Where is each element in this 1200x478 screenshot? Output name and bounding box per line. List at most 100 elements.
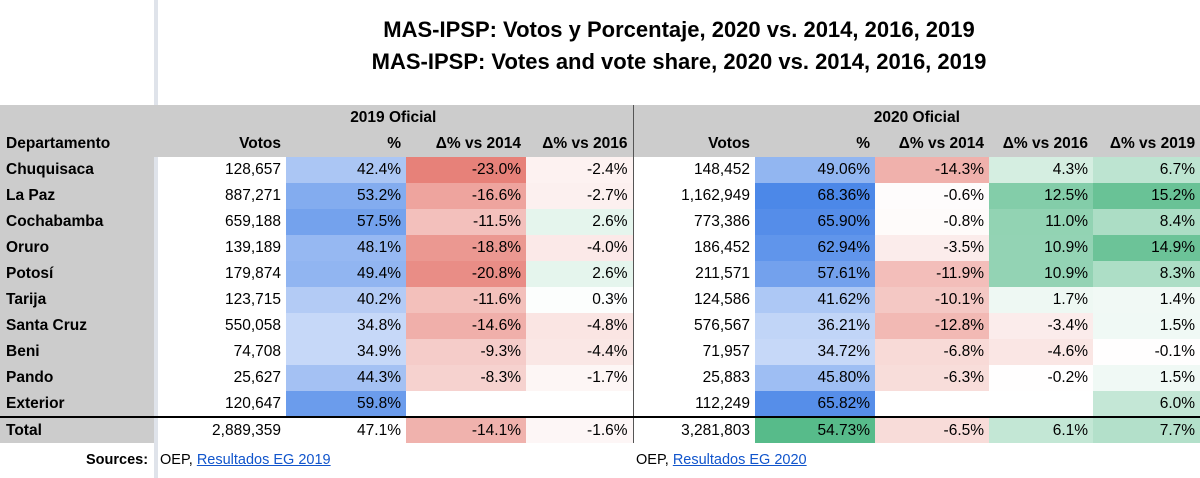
cell-votos-2019: 123,715 — [224, 291, 281, 308]
cell-d2016-2019: -1.6% — [526, 416, 634, 443]
cell-votos-2019: 139,189 — [224, 239, 281, 256]
group-header-blank — [0, 105, 154, 131]
header-votos-2019: Votos — [154, 131, 286, 157]
cell-d2016-2019: -4.8% — [526, 313, 634, 339]
cell-departamento: Exterior — [0, 391, 154, 417]
total-row: Total 2,889,359 47.1% -14.1% -1.6% 3,281,803 5… — [0, 416, 1200, 443]
cell-d2016-2019: -4.0% — [526, 235, 634, 261]
cell-d2019-2020: -0.1% — [1093, 339, 1200, 365]
cell-d2019-2020: 1.5% — [1093, 365, 1200, 391]
frozen-column-divider[interactable] — [154, 0, 158, 478]
cell-d2014-2019: -20.8% — [406, 261, 526, 287]
cell-d2019-2020: 1.5% — [1093, 313, 1200, 339]
cell-departamento: Oruro — [0, 235, 154, 261]
cell-d2014-2019: -14.1% — [406, 416, 526, 443]
cell-pct-2020: 34.72% — [755, 339, 876, 365]
cell-d2014-2020: -12.8% — [875, 313, 990, 339]
header-d2016-2020: Δ% vs 2016 — [989, 131, 1094, 157]
cell-pct-2019: 57.5% — [286, 209, 406, 235]
cell-votos-2019: 128,657 — [224, 161, 281, 178]
cell-votos-2019: 887,271 — [224, 187, 281, 204]
table-row: Santa Cruz 550,058 34.8% -14.6% -4.8% 576,567… — [0, 313, 1200, 339]
cell-d2014-2020: -3.5% — [875, 235, 990, 261]
blank-corner — [0, 0, 154, 105]
cell-pct-2020: 65.82% — [755, 391, 876, 417]
cell-pct-2020: 62.94% — [755, 235, 876, 261]
cell-votos-2020: 148,452 — [694, 161, 751, 178]
cell-d2014-2019: -14.6% — [406, 313, 526, 339]
cell-d2014-2020: -6.8% — [875, 339, 990, 365]
cell-pct-2019: 53.2% — [286, 183, 406, 209]
source-2020-prefix: OEP, — [636, 452, 669, 468]
table-row: Tarija 123,715 40.2% -11.6% 0.3% 124,586 41.62… — [0, 287, 1200, 313]
cell-votos-2020: 25,883 — [702, 369, 751, 386]
cell-d2019-2020: 7.7% — [1093, 416, 1200, 443]
link-resultados-2020[interactable]: Resultados EG 2020 — [672, 452, 807, 468]
cell-d2016-2020: 1.7% — [989, 287, 1094, 313]
cell-d2014-2019 — [406, 391, 526, 417]
cell-d2016-2019: 2.6% — [526, 209, 634, 235]
cell-d2019-2020: 15.2% — [1093, 183, 1200, 209]
header-departamento: Departamento — [0, 131, 154, 157]
cell-pct-2019: 42.4% — [286, 157, 406, 183]
cell-votos-2019: 659,188 — [224, 213, 281, 230]
cell-votos-2019: 74,708 — [233, 343, 281, 360]
source-2020: OEP, Resultados EG 2020 — [636, 452, 807, 468]
cell-d2019-2020: 6.7% — [1093, 157, 1200, 183]
header-d2014-2019: Δ% vs 2014 — [406, 131, 526, 157]
cell-d2016-2020: 11.0% — [989, 209, 1094, 235]
cell-votos-2020: 124,586 — [694, 291, 751, 308]
cell-departamento: Pando — [0, 365, 154, 391]
cell-votos-2020: 3,281,803 — [633, 416, 756, 443]
column-header-row: Departamento Votos% Δ% vs 2014 Δ% vs 2016 Vo… — [0, 131, 1200, 157]
cell-d2016-2020: -3.4% — [989, 313, 1094, 339]
cell-d2014-2019: -18.8% — [406, 235, 526, 261]
cell-departamento: Cochabamba — [0, 209, 154, 235]
cell-d2014-2019: -23.0% — [406, 157, 526, 183]
table-body: Chuquisaca 128,657 42.4% -23.0% -2.4% 148,452… — [0, 157, 1200, 443]
cell-d2016-2020: -0.2% — [989, 365, 1094, 391]
cell-departamento: Potosí — [0, 261, 154, 287]
cell-votos-2019: 179,874 — [224, 265, 281, 282]
table-row: Oruro 139,189 48.1% -18.8% -4.0% 186,452 62.94… — [0, 235, 1200, 261]
source-2019-prefix: OEP, — [160, 452, 193, 468]
cell-d2019-2020: 8.4% — [1093, 209, 1200, 235]
cell-pct-2020: 68.36% — [755, 183, 876, 209]
header-d2014-2020: Δ% vs 2014 — [875, 131, 990, 157]
group-header-row: 2019 Oficial 2020 Oficial — [0, 105, 1200, 131]
cell-pct-2020: 41.62% — [755, 287, 876, 313]
cell-d2019-2020: 1.4% — [1093, 287, 1200, 313]
cell-votos-2020: 112,249 — [695, 394, 751, 412]
cell-d2016-2020: 10.9% — [989, 261, 1094, 287]
cell-d2016-2019: 2.6% — [526, 261, 634, 287]
link-resultados-2019[interactable]: Resultados EG 2019 — [196, 452, 331, 468]
cell-d2014-2020: -0.8% — [875, 209, 990, 235]
cell-d2014-2019: -11.6% — [406, 287, 526, 313]
cell-pct-2020: 54.73% — [755, 416, 876, 443]
cell-pct-2020: 57.61% — [755, 261, 876, 287]
cell-d2016-2020: -4.6% — [989, 339, 1094, 365]
group-header-2020: 2020 Oficial — [633, 105, 1200, 131]
cell-d2016-2020: 6.1% — [989, 416, 1094, 443]
cell-votos-2020: 71,957 — [702, 343, 751, 360]
cell-pct-2019: 49.4% — [286, 261, 406, 287]
cell-pct-2019: 34.8% — [286, 313, 406, 339]
cell-pct-2019: 59.8% — [286, 391, 406, 417]
cell-d2014-2019: -16.6% — [406, 183, 526, 209]
table-row: Exterior 120,647 59.8% 112,249 65.82% 6.0% — [0, 391, 1200, 417]
cell-departamento: Chuquisaca — [0, 157, 154, 183]
cell-departamento: Santa Cruz — [0, 313, 154, 339]
table-row: Potosí 179,874 49.4% -20.8% 2.6% 211,571 57.61… — [0, 261, 1200, 287]
cell-d2016-2019: -2.4% — [526, 157, 634, 183]
cell-pct-2020: 49.06% — [755, 157, 876, 183]
cell-d2016-2019: -4.4% — [526, 339, 634, 365]
cell-d2019-2020: 8.3% — [1093, 261, 1200, 287]
cell-pct-2020: 45.80% — [755, 365, 876, 391]
table-row: Pando 25,627 44.3% -8.3% -1.7% 25,883 45.80% -6… — [0, 365, 1200, 391]
cell-d2019-2020: 6.0% — [1093, 391, 1200, 417]
cell-d2016-2019: 0.3% — [526, 287, 634, 313]
cell-pct-2020: 36.21% — [755, 313, 876, 339]
cell-votos-2020: 1,162,949 — [681, 187, 751, 204]
table-row: Chuquisaca 128,657 42.4% -23.0% -2.4% 148,452… — [0, 157, 1200, 183]
cell-d2016-2020: 12.5% — [989, 183, 1094, 209]
